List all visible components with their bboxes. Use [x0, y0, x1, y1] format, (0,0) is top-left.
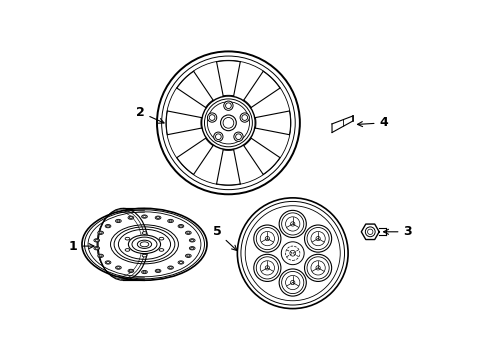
Ellipse shape — [94, 239, 100, 242]
Ellipse shape — [189, 247, 195, 250]
Ellipse shape — [185, 254, 191, 257]
Ellipse shape — [98, 254, 103, 257]
Circle shape — [304, 254, 331, 282]
Circle shape — [233, 132, 243, 141]
Ellipse shape — [155, 216, 161, 219]
Ellipse shape — [142, 232, 146, 234]
Circle shape — [304, 225, 331, 252]
Text: 2: 2 — [136, 105, 163, 123]
Text: 4: 4 — [357, 116, 387, 129]
Circle shape — [253, 225, 281, 252]
Ellipse shape — [142, 254, 146, 257]
Ellipse shape — [178, 225, 183, 228]
Circle shape — [253, 254, 281, 282]
Ellipse shape — [128, 235, 160, 253]
Text: 3: 3 — [383, 225, 411, 238]
Text: 5: 5 — [212, 225, 237, 251]
Ellipse shape — [185, 231, 191, 234]
Circle shape — [279, 210, 305, 238]
Ellipse shape — [105, 261, 111, 264]
Ellipse shape — [167, 266, 173, 269]
Circle shape — [213, 132, 223, 141]
Ellipse shape — [128, 216, 134, 219]
Ellipse shape — [94, 247, 100, 250]
Ellipse shape — [155, 269, 161, 273]
Ellipse shape — [167, 219, 173, 222]
Ellipse shape — [128, 269, 134, 273]
Ellipse shape — [189, 239, 195, 242]
Ellipse shape — [115, 266, 121, 269]
Ellipse shape — [98, 231, 103, 234]
Text: 1: 1 — [69, 240, 94, 253]
Circle shape — [240, 113, 249, 122]
Ellipse shape — [178, 261, 183, 264]
Ellipse shape — [159, 237, 163, 240]
Ellipse shape — [125, 237, 129, 240]
Circle shape — [201, 96, 255, 150]
Circle shape — [279, 269, 305, 296]
Circle shape — [224, 101, 233, 111]
Ellipse shape — [105, 225, 111, 228]
Ellipse shape — [125, 249, 129, 251]
Ellipse shape — [159, 249, 163, 251]
Circle shape — [207, 113, 216, 122]
Ellipse shape — [142, 215, 147, 218]
Ellipse shape — [115, 219, 121, 222]
Ellipse shape — [142, 270, 147, 274]
